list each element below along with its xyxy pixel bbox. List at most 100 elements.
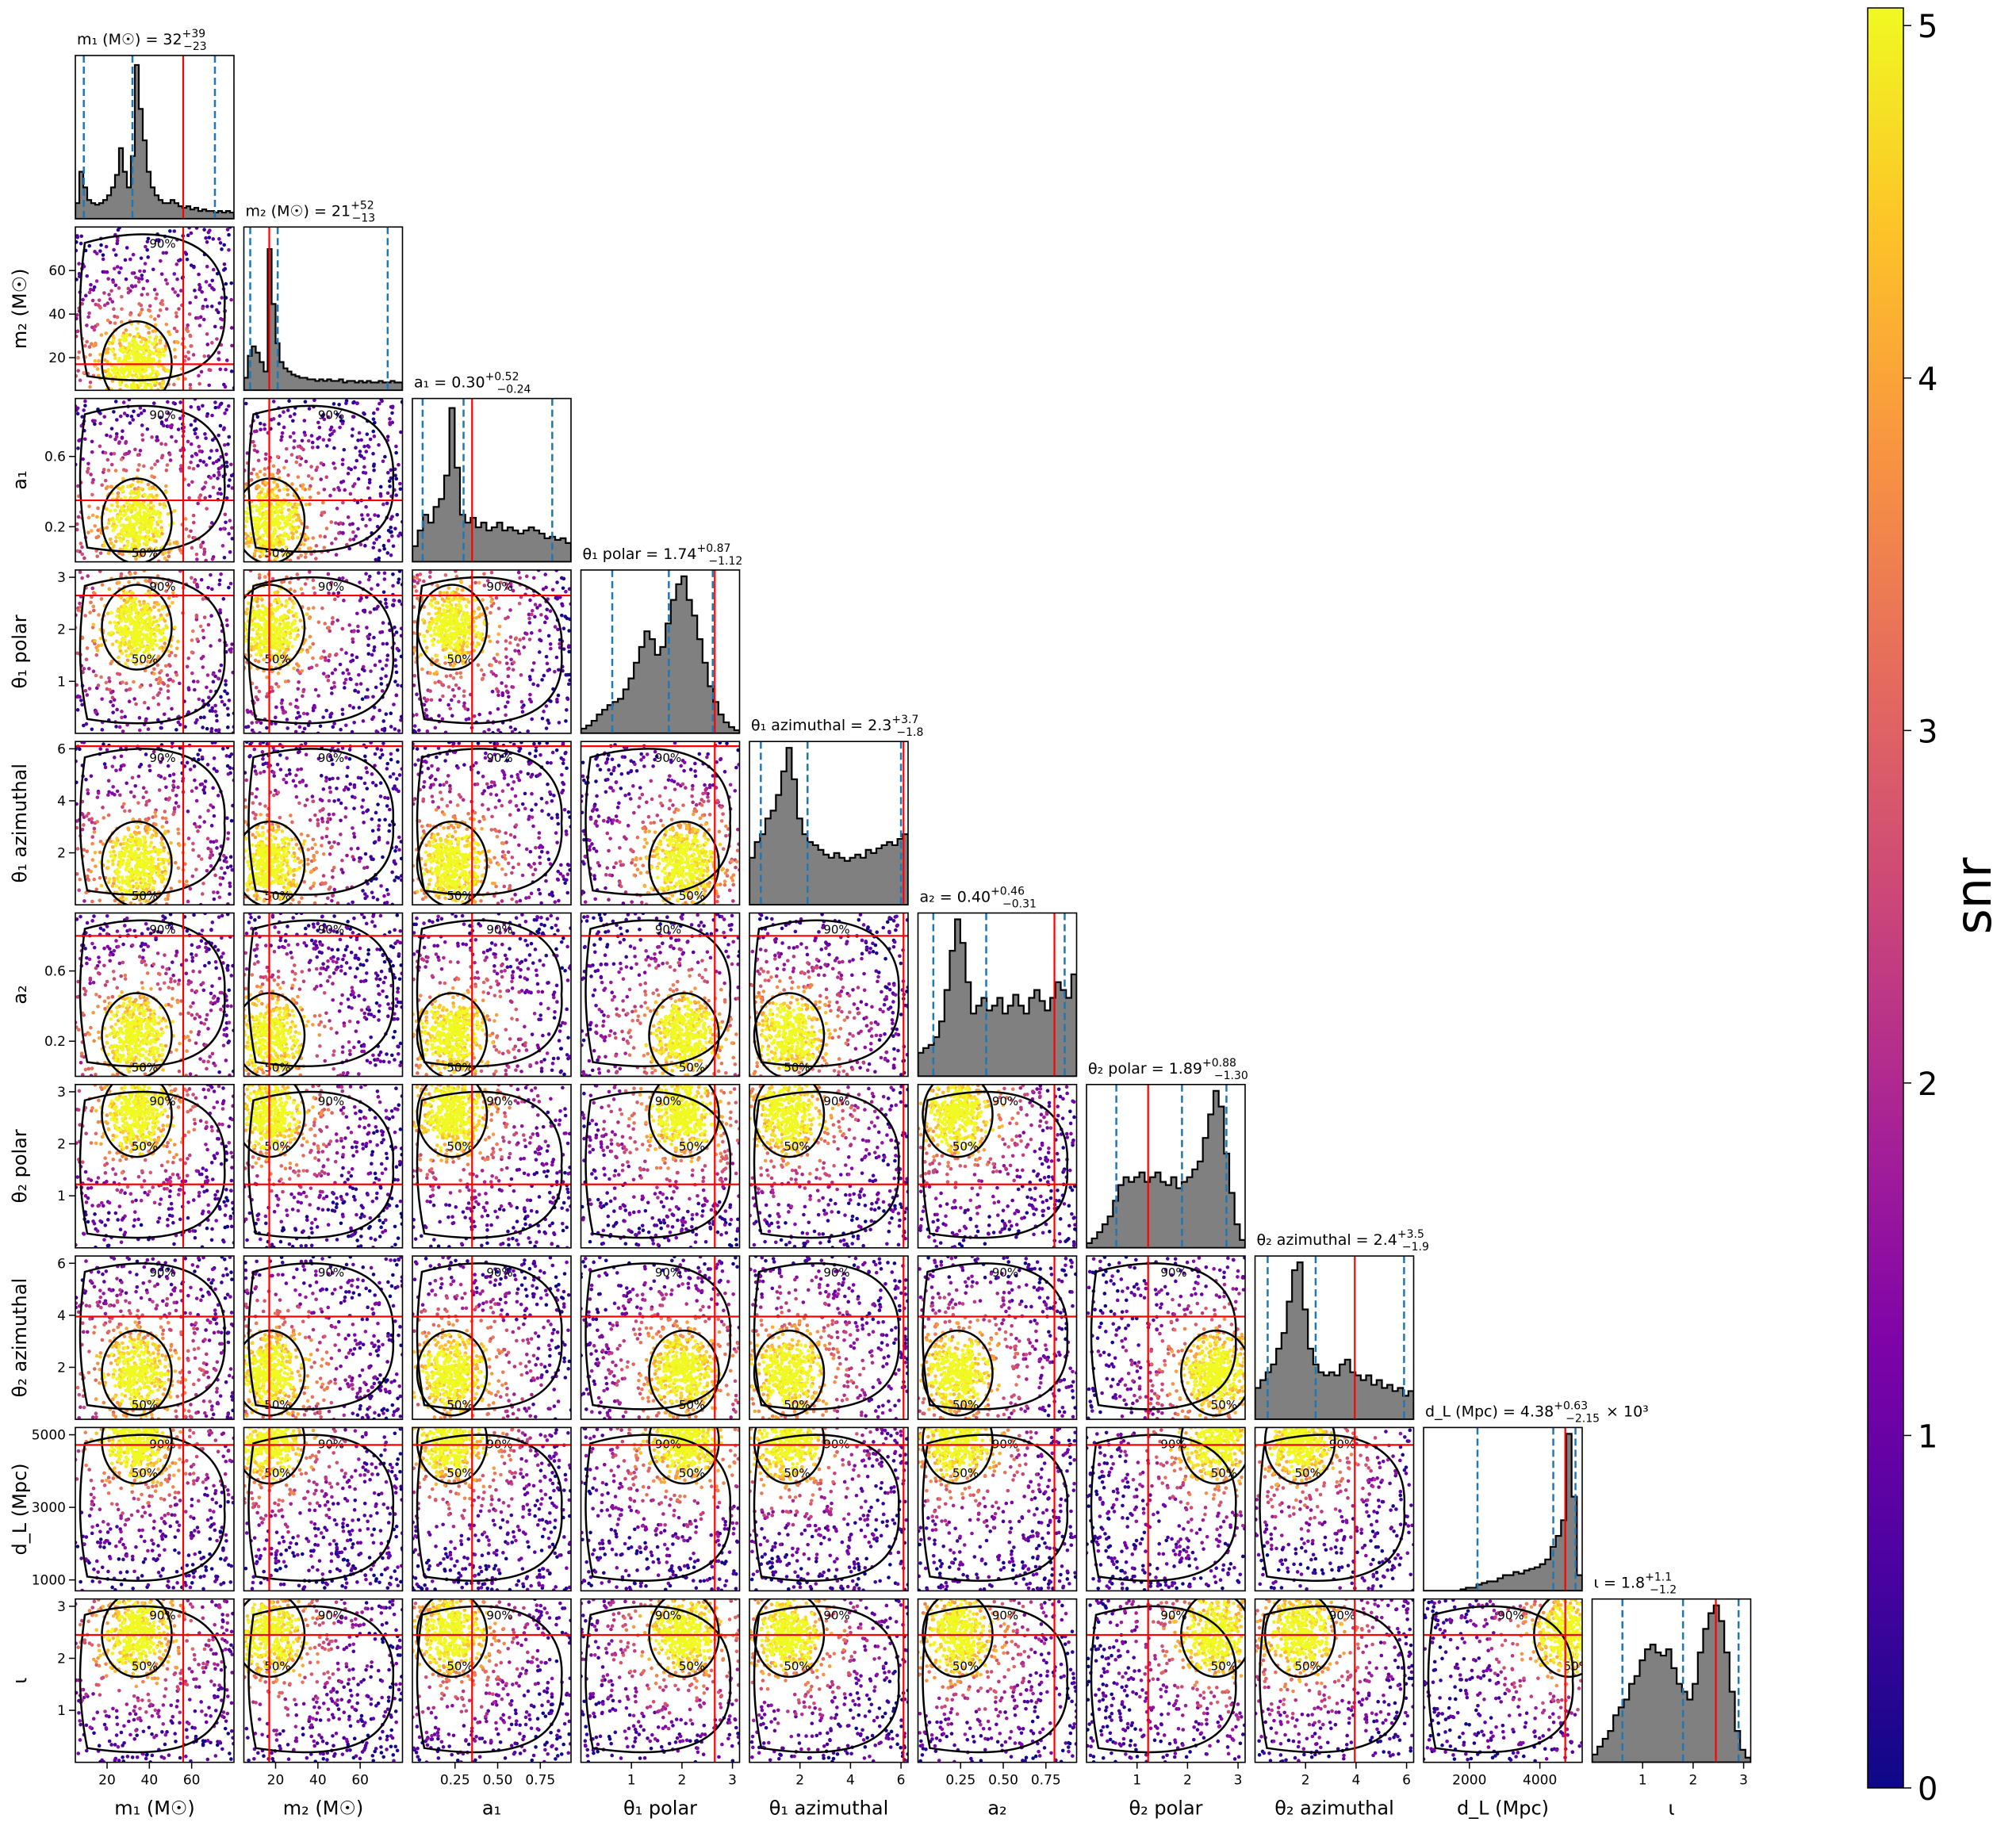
sample-point [159, 638, 163, 642]
sample-point [103, 478, 108, 483]
sample-point [216, 794, 220, 798]
sample-point [201, 882, 205, 886]
sample-point [306, 607, 311, 611]
sample-point [332, 402, 336, 406]
sample-point [564, 672, 568, 677]
sample-point [201, 654, 205, 659]
sample-point [156, 773, 161, 778]
sample-point [213, 324, 217, 329]
sample-point [301, 486, 305, 491]
sample-point [256, 660, 261, 664]
sample-point [171, 600, 174, 605]
sample-point [148, 645, 152, 649]
sample-point [567, 649, 571, 654]
sample-point [472, 714, 477, 718]
sample-point [124, 523, 128, 528]
sample-point [114, 768, 118, 773]
sample-point [548, 642, 553, 646]
sample-point [122, 802, 126, 806]
sample-point [296, 687, 301, 691]
sample-point [154, 392, 158, 396]
sample-point [318, 534, 323, 538]
sample-point [228, 881, 232, 886]
sample-point [270, 537, 274, 542]
sample-point [270, 689, 275, 693]
sample-point [196, 316, 201, 320]
sample-point [397, 534, 401, 538]
sample-point [377, 556, 381, 561]
sample-point [528, 598, 532, 603]
sample-point [359, 438, 363, 442]
sample-point [278, 508, 282, 513]
sample-point [274, 617, 278, 622]
sample-point [314, 557, 318, 561]
sample-point [89, 473, 93, 477]
sample-point [251, 598, 256, 603]
sample-point [328, 427, 333, 432]
sample-point [211, 672, 216, 676]
sample-point [94, 710, 98, 714]
sample-point [164, 624, 168, 628]
sample-point [106, 551, 111, 556]
sample-point [385, 551, 390, 555]
sample-point [388, 417, 392, 421]
sample-point [158, 502, 163, 507]
sample-point [511, 685, 515, 689]
sample-point [464, 604, 469, 608]
sample-point [255, 530, 259, 534]
sample-point [118, 414, 123, 419]
sample-point [109, 427, 114, 431]
sample-point [130, 659, 135, 663]
sample-point [275, 514, 280, 519]
sample-point [230, 642, 234, 646]
sample-point [397, 729, 401, 733]
sample-point [123, 809, 127, 813]
sample-point [136, 801, 140, 805]
y-tick-label: 3 [57, 570, 66, 586]
sample-point [102, 544, 106, 548]
sample-point [374, 685, 378, 690]
sample-point [225, 816, 229, 821]
sample-point [94, 887, 98, 892]
sample-point [202, 228, 206, 232]
sample-point [129, 383, 134, 387]
sample-point [166, 689, 171, 693]
sample-point [90, 439, 94, 444]
sample-point [443, 661, 447, 665]
sample-point [216, 477, 220, 480]
sample-point [389, 476, 393, 480]
sample-point [146, 255, 150, 259]
sample-point [125, 355, 129, 359]
sample-point [393, 473, 397, 477]
sample-point [90, 817, 94, 821]
sample-point [384, 712, 389, 716]
sample-point [174, 860, 178, 865]
sample-point [150, 366, 155, 370]
sample-point [328, 493, 332, 498]
sample-point [282, 487, 286, 492]
sample-point [126, 631, 130, 636]
sample-point [115, 239, 120, 243]
sample-point [389, 530, 393, 534]
sample-point [209, 840, 213, 844]
sample-point [108, 320, 113, 325]
y-axis-label-m2: m₂ (M☉) [9, 269, 31, 350]
sample-point [332, 461, 335, 465]
sample-point [391, 544, 396, 549]
sample-point [271, 400, 276, 404]
sample-point [477, 636, 482, 640]
sample-point [144, 799, 149, 804]
sample-point [236, 506, 240, 510]
sample-point [151, 695, 155, 700]
sample-point [553, 625, 558, 629]
sample-point [131, 523, 135, 527]
sample-point [309, 665, 314, 670]
sample-point [230, 343, 234, 348]
sample-point [163, 550, 167, 555]
contour-label-90: 90% [149, 580, 175, 594]
sample-point [128, 312, 132, 317]
sample-point [383, 454, 387, 459]
sample-point [113, 356, 117, 361]
sample-point [138, 383, 143, 388]
sample-point [270, 641, 275, 645]
